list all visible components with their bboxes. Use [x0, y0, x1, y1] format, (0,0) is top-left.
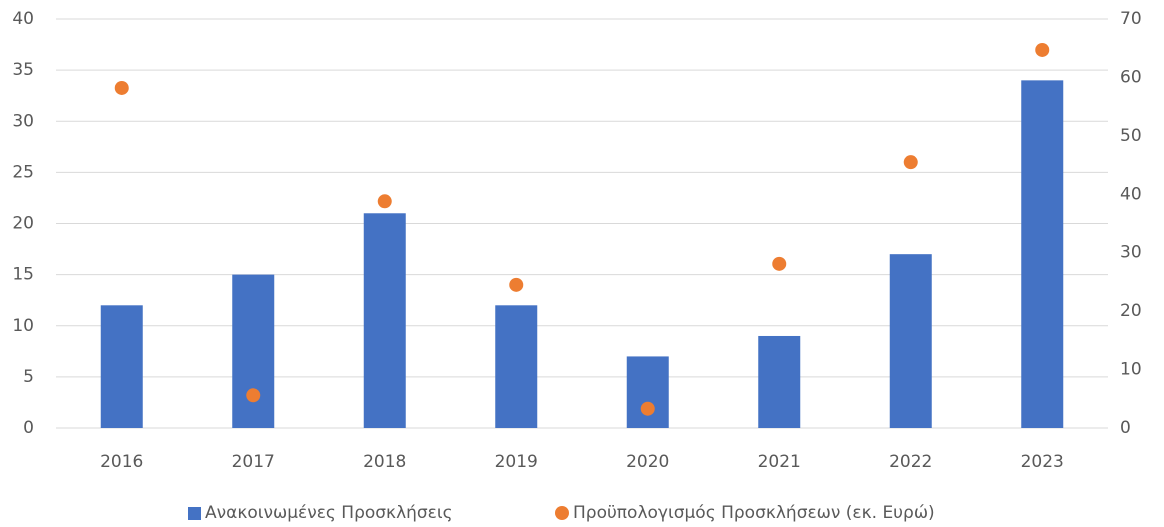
- y-tick-label: 40: [12, 9, 34, 29]
- x-tick-label: 2022: [889, 452, 932, 472]
- x-tick-label: 2017: [232, 452, 275, 472]
- y-tick-label: 0: [23, 418, 34, 438]
- bar: [232, 274, 275, 428]
- dot: [246, 388, 261, 403]
- bar: [363, 213, 406, 428]
- bar: [100, 305, 143, 428]
- legend-swatch: [188, 507, 201, 520]
- legend-swatch: [555, 506, 569, 520]
- bar: [1021, 80, 1064, 428]
- bar: [758, 335, 801, 428]
- legend-label: Ανακοινωμένες Προσκλήσεις: [205, 503, 453, 523]
- dot: [509, 277, 524, 292]
- x-tick-label: 2020: [626, 452, 669, 472]
- y-tick-label: 20: [12, 214, 34, 234]
- y2-tick-label: 10: [1120, 360, 1142, 380]
- y-tick-label: 10: [12, 316, 34, 336]
- y2-tick-label: 0: [1120, 418, 1131, 438]
- dot: [1035, 42, 1050, 57]
- bar: [889, 254, 932, 428]
- x-tick-label: 2019: [495, 452, 538, 472]
- legend-label: Προϋπολογισμός Προσκλήσεων (εκ. Ευρώ): [573, 503, 935, 523]
- y-tick-label: 5: [23, 367, 34, 387]
- y2-tick-label: 40: [1120, 184, 1142, 204]
- y2-tick-label: 30: [1120, 243, 1142, 263]
- y-tick-label: 25: [12, 162, 34, 182]
- dot: [772, 256, 787, 271]
- y2-tick-label: 60: [1120, 67, 1142, 87]
- dot: [640, 401, 655, 416]
- dot: [114, 80, 129, 95]
- y-tick-label: 35: [12, 60, 34, 80]
- y2-tick-label: 50: [1120, 126, 1142, 146]
- y2-tick-label: 70: [1120, 9, 1142, 29]
- y2-tick-label: 20: [1120, 301, 1142, 321]
- x-tick-label: 2016: [100, 452, 143, 472]
- x-tick-label: 2018: [363, 452, 406, 472]
- bar: [626, 356, 669, 428]
- dot: [377, 194, 392, 209]
- x-tick-label: 2021: [758, 452, 801, 472]
- dot: [903, 155, 918, 170]
- y-tick-label: 15: [12, 265, 34, 285]
- y-tick-label: 30: [12, 111, 34, 131]
- x-tick-label: 2023: [1021, 452, 1064, 472]
- bar: [495, 305, 538, 428]
